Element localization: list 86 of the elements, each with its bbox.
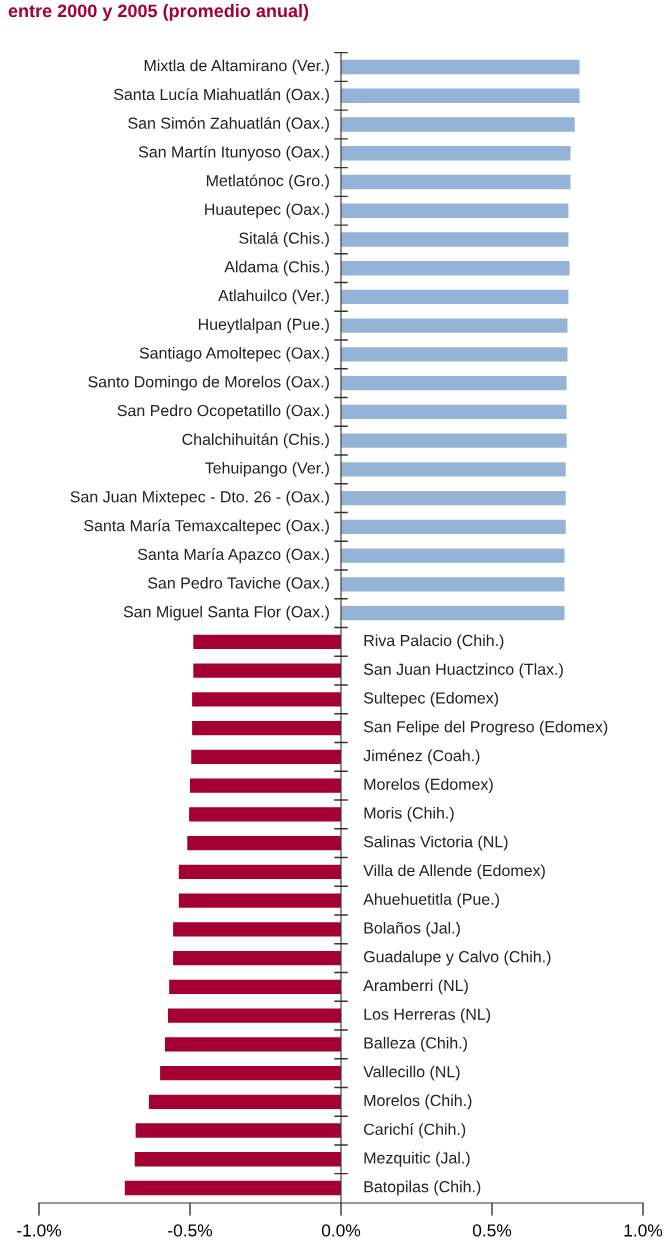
bar <box>167 1008 341 1023</box>
y-tick-label: Santa María Apazco (Oax.) <box>137 548 329 564</box>
y-tick-label: Aldama (Chis.) <box>224 260 329 276</box>
bar <box>341 59 580 75</box>
y-tick-label: Ahuehuetitla (Pue.) <box>363 893 499 909</box>
bar <box>135 1123 341 1138</box>
y-tick-label: Bolaños (Jal.) <box>364 921 460 937</box>
bar <box>192 720 341 736</box>
y-tick-label: Sultepec (Edomex) <box>363 691 499 707</box>
y-tick-label: Balleza (Chih.) <box>364 1036 467 1052</box>
y-tick-label: Aramberri (NL) <box>363 979 468 995</box>
y-tick-label: Moris (Chih.) <box>364 806 454 822</box>
y-tick-label: Guadalupe y Calvo (Chih.) <box>364 950 551 966</box>
bar <box>189 807 341 822</box>
y-tick-label: Villa de Allende (Edomex) <box>363 864 545 880</box>
bar <box>134 1152 341 1167</box>
bar <box>341 519 566 535</box>
bar <box>192 692 341 707</box>
bar <box>341 261 570 276</box>
y-tick-label: Mixtla de Altamirano (Ver.) <box>144 59 329 75</box>
bar <box>164 1037 341 1052</box>
bar <box>191 749 341 765</box>
bar <box>169 979 341 995</box>
bar <box>341 347 568 362</box>
bar <box>341 203 569 218</box>
x-tick-label: -0.5% <box>168 1224 213 1237</box>
y-tick-label: San Martín Itunyoso (Oax.) <box>138 145 329 161</box>
bar <box>178 864 341 880</box>
bar <box>341 375 567 391</box>
bar <box>160 1065 341 1081</box>
bar <box>341 318 568 333</box>
bar <box>341 577 565 592</box>
bar <box>178 893 341 908</box>
bar <box>148 1094 341 1109</box>
y-tick-label: Jiménez (Coah.) <box>363 749 480 765</box>
y-tick-label: San Juan Huactzinco (Tlax.) <box>363 663 563 679</box>
y-tick-label: Chalchihuitán (Chis.) <box>182 433 329 449</box>
y-tick-label: San Pedro Ocopetatillo (Oax.) <box>117 404 329 420</box>
x-tick-label: 0.5% <box>472 1224 512 1237</box>
bar <box>190 778 341 793</box>
y-tick-label: Los Herreras (NL) <box>364 1008 491 1024</box>
bar <box>341 462 566 477</box>
bar <box>341 174 571 190</box>
y-tick-label: Tehuipango (Ver.) <box>205 461 329 477</box>
y-tick-label: Huautepec (Oax.) <box>205 203 329 219</box>
y-tick-label: Santiago Amoltepec (Oax.) <box>139 346 329 362</box>
bar <box>187 835 341 851</box>
bar <box>341 117 575 132</box>
y-tick-label: Carichí (Chih.) <box>364 1123 466 1139</box>
bar <box>124 1180 341 1196</box>
bar <box>341 88 580 103</box>
y-tick-label: San Felipe del Progreso (Edomex) <box>363 720 608 736</box>
x-tick-label: 1.0% <box>624 1224 663 1237</box>
y-tick-label: Sitalá (Chis.) <box>239 231 329 247</box>
x-tick-label: 0.0% <box>321 1224 361 1237</box>
y-tick-label: San Juan Mixtepec - Dto. 26 - (Oax.) <box>70 490 329 506</box>
y-tick-label: Riva Palacio (Chih.) <box>364 634 504 650</box>
bar <box>341 605 565 621</box>
y-tick-label: San Simón Zahuatlán (Oax.) <box>128 116 329 132</box>
bar <box>193 634 341 650</box>
y-tick-label: Metlatónoc (Gro.) <box>206 174 329 190</box>
y-tick-label: Morelos (Edomex) <box>364 778 493 794</box>
y-tick-label: San Miguel Santa Flor (Oax.) <box>123 605 329 621</box>
y-tick-label: Morelos (Chih.) <box>364 1094 472 1110</box>
y-tick-label: San Pedro Taviche (Oax.) <box>148 576 329 592</box>
bar <box>341 490 566 506</box>
y-tick-label: Santo Domingo de Morelos (Oax.) <box>88 375 329 391</box>
y-tick-label: Santa Lucía Miahuatlán (Oax.) <box>114 88 329 104</box>
bar <box>193 663 341 678</box>
bar <box>341 289 569 305</box>
y-tick-label: Santa María Temaxcaltepec (Oax.) <box>84 519 329 535</box>
bar <box>341 433 567 448</box>
y-tick-label: Vallecillo (NL) <box>363 1065 460 1081</box>
x-tick-label: -1.0% <box>17 1224 62 1237</box>
bar <box>341 146 571 161</box>
bar <box>341 404 567 420</box>
y-tick-label: Batopilas (Chih.) <box>364 1180 481 1196</box>
bar <box>341 548 565 563</box>
bar <box>341 232 569 247</box>
chart-title: entre 2000 y 2005 (promedio anual) <box>8 4 309 21</box>
y-tick-label: Hueytlalpan (Pue.) <box>198 318 329 334</box>
y-tick-label: Atlahuilco (Ver.) <box>218 289 329 305</box>
bar <box>173 922 341 937</box>
y-tick-label: Mezquitic (Jal.) <box>364 1151 470 1167</box>
y-tick-label: Salinas Victoria (NL) <box>363 835 508 851</box>
bar <box>173 950 341 966</box>
